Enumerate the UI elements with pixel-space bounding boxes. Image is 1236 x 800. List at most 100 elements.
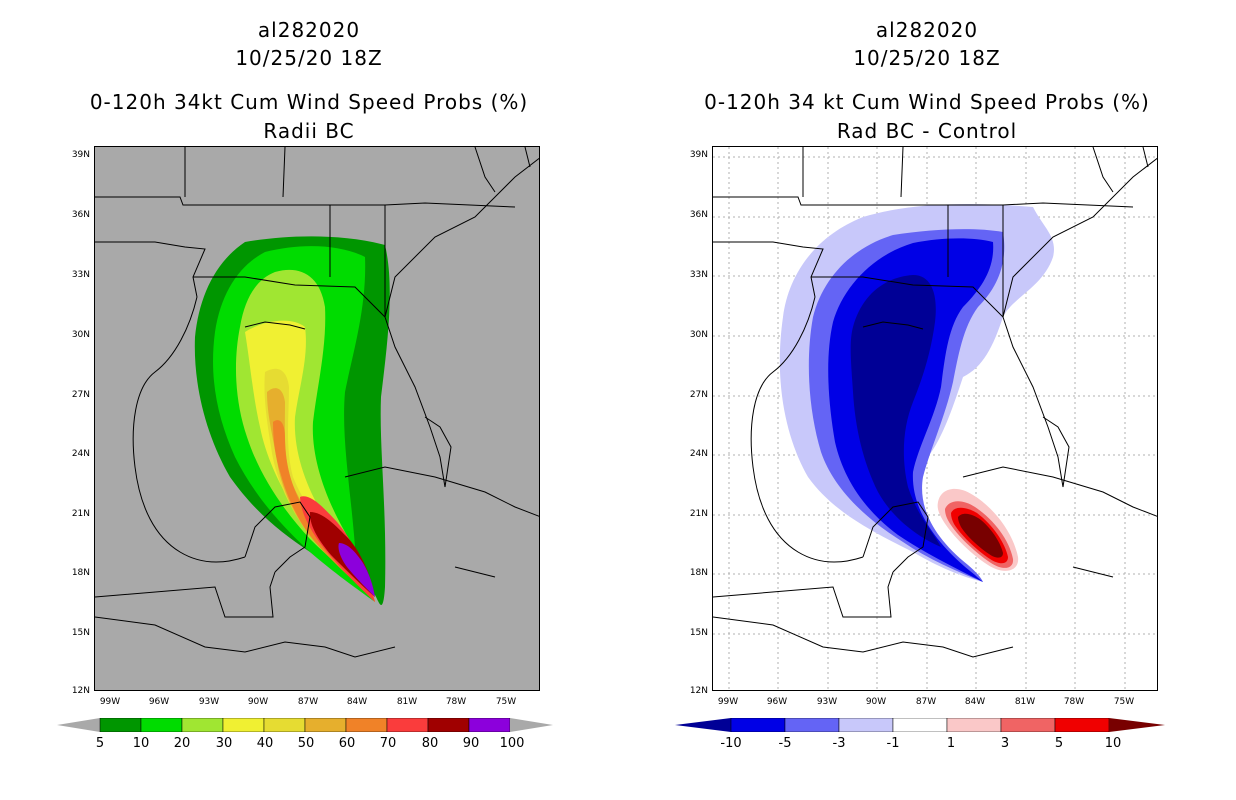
lat-label: 18N [71,568,90,578]
lon-label: 93W [816,697,838,707]
lon-label: 84W [346,697,368,707]
map-canvas [95,147,539,658]
contour-90 [338,543,375,597]
colorbar [57,718,553,732]
lon-label: 99W [99,697,121,707]
colorbar-label: 40 [256,736,274,751]
colorbar-label: 20 [173,736,191,751]
lon-label: 81W [396,697,418,707]
colorbar-label: 10 [132,736,150,751]
lon-label: 78W [1063,697,1085,707]
colorbar-above-triangle [510,718,553,732]
colorbar-swatch [304,718,347,732]
colorbar-swatches [57,718,553,732]
colorbar-swatch [730,718,786,732]
colorbar-label: 5 [1054,736,1064,751]
right-map-panel: al282020 10/25/20 18Z 0-120h 34 kt Cum W… [618,0,1236,800]
colorbar-label: 60 [338,736,356,751]
lat-label: 27N [689,390,708,400]
lon-label: 99W [717,697,739,707]
lat-label: 12N [689,686,708,696]
map-canvas [713,147,1157,690]
colorbar-swatch [838,718,894,732]
lat-label: 36N [71,210,90,220]
lat-label: 21N [71,509,90,519]
colorbar-label: 100 [499,736,525,751]
lat-label: 30N [71,330,90,340]
colorbar-above-triangle [1109,718,1165,732]
colorbar-swatch [345,718,388,732]
lon-label: 90W [865,697,887,707]
lat-label: 33N [71,270,90,280]
lon-label: 84W [964,697,986,707]
lon-label: 78W [445,697,467,707]
positive-contours [937,488,1019,571]
map-title: 0-120h 34kt Cum Wind Speed Probs (%) [89,90,529,114]
colorbar-label: 3 [1000,736,1010,751]
map-title: 0-120h 34 kt Cum Wind Speed Probs (%) [704,90,1150,114]
contour-minus-10 [850,275,941,547]
left-map-panel: al282020 10/25/20 18Z 0-120h 34kt Cum Wi… [57,18,553,751]
datetime: 10/25/20 18Z [853,46,1001,70]
lon-label: 87W [297,697,319,707]
colorbar-swatch [386,718,429,732]
colorbar-label: 1 [946,736,956,751]
colorbar-swatch [181,718,224,732]
probability-map [94,146,540,691]
colorbar-below-triangle [57,718,100,732]
lat-label: 18N [689,568,708,578]
colorbar-swatch [1054,718,1110,732]
lon-label: 87W [915,697,937,707]
colorbar-below-triangle [675,718,731,732]
colorbar-swatches [675,718,1165,732]
lat-label: 36N [689,210,708,220]
lat-label: 33N [689,270,708,280]
probability-contours [194,236,390,605]
colorbar-swatch [784,718,840,732]
colorbar-swatch [99,718,142,732]
colorbar-swatch [468,718,511,732]
lat-label: 12N [71,686,90,696]
lon-label: 75W [1113,697,1135,707]
map-subtitle: Radii BC [263,119,355,143]
colorbar-label: 80 [421,736,439,751]
lat-label: 15N [689,628,708,638]
lon-label: 96W [766,697,788,707]
storm-id: al282020 [257,18,361,42]
colorbar-swatch [892,718,948,732]
lat-label: 21N [689,509,708,519]
contour-plus-10 [958,513,1003,558]
map-subtitle: Rad BC - Control [836,119,1018,143]
colorbar-swatch [140,718,183,732]
colorbar-label: -1 [886,736,900,751]
colorbar [675,718,1171,732]
colorbar-label: 50 [297,736,315,751]
coastlines [95,147,539,658]
colorbar-label: -10 [720,736,742,751]
colorbar-label: 10 [1104,736,1122,751]
colorbar-swatch [222,718,265,732]
lon-label: 81W [1014,697,1036,707]
lon-label: 90W [247,697,269,707]
lat-label: 15N [71,628,90,638]
lon-label: 75W [495,697,517,707]
negative-contours [779,204,1054,582]
storm-id: al282020 [875,18,979,42]
colorbar-label: -3 [832,736,846,751]
colorbar-swatch [263,718,306,732]
lat-label: 24N [71,449,90,459]
colorbar-label: 90 [462,736,480,751]
datetime: 10/25/20 18Z [235,46,383,70]
colorbar-swatch [1000,718,1056,732]
coastlines [713,147,1157,658]
colorbar-label: -5 [778,736,792,751]
lat-label: 30N [689,330,708,340]
lon-label: 96W [148,697,170,707]
lat-label: 24N [689,449,708,459]
lat-label: 27N [71,390,90,400]
colorbar-label: 5 [95,736,105,751]
lat-label: 39N [689,150,708,160]
colorbar-swatch [946,718,1002,732]
colorbar-label: 30 [215,736,233,751]
lon-label: 93W [198,697,220,707]
